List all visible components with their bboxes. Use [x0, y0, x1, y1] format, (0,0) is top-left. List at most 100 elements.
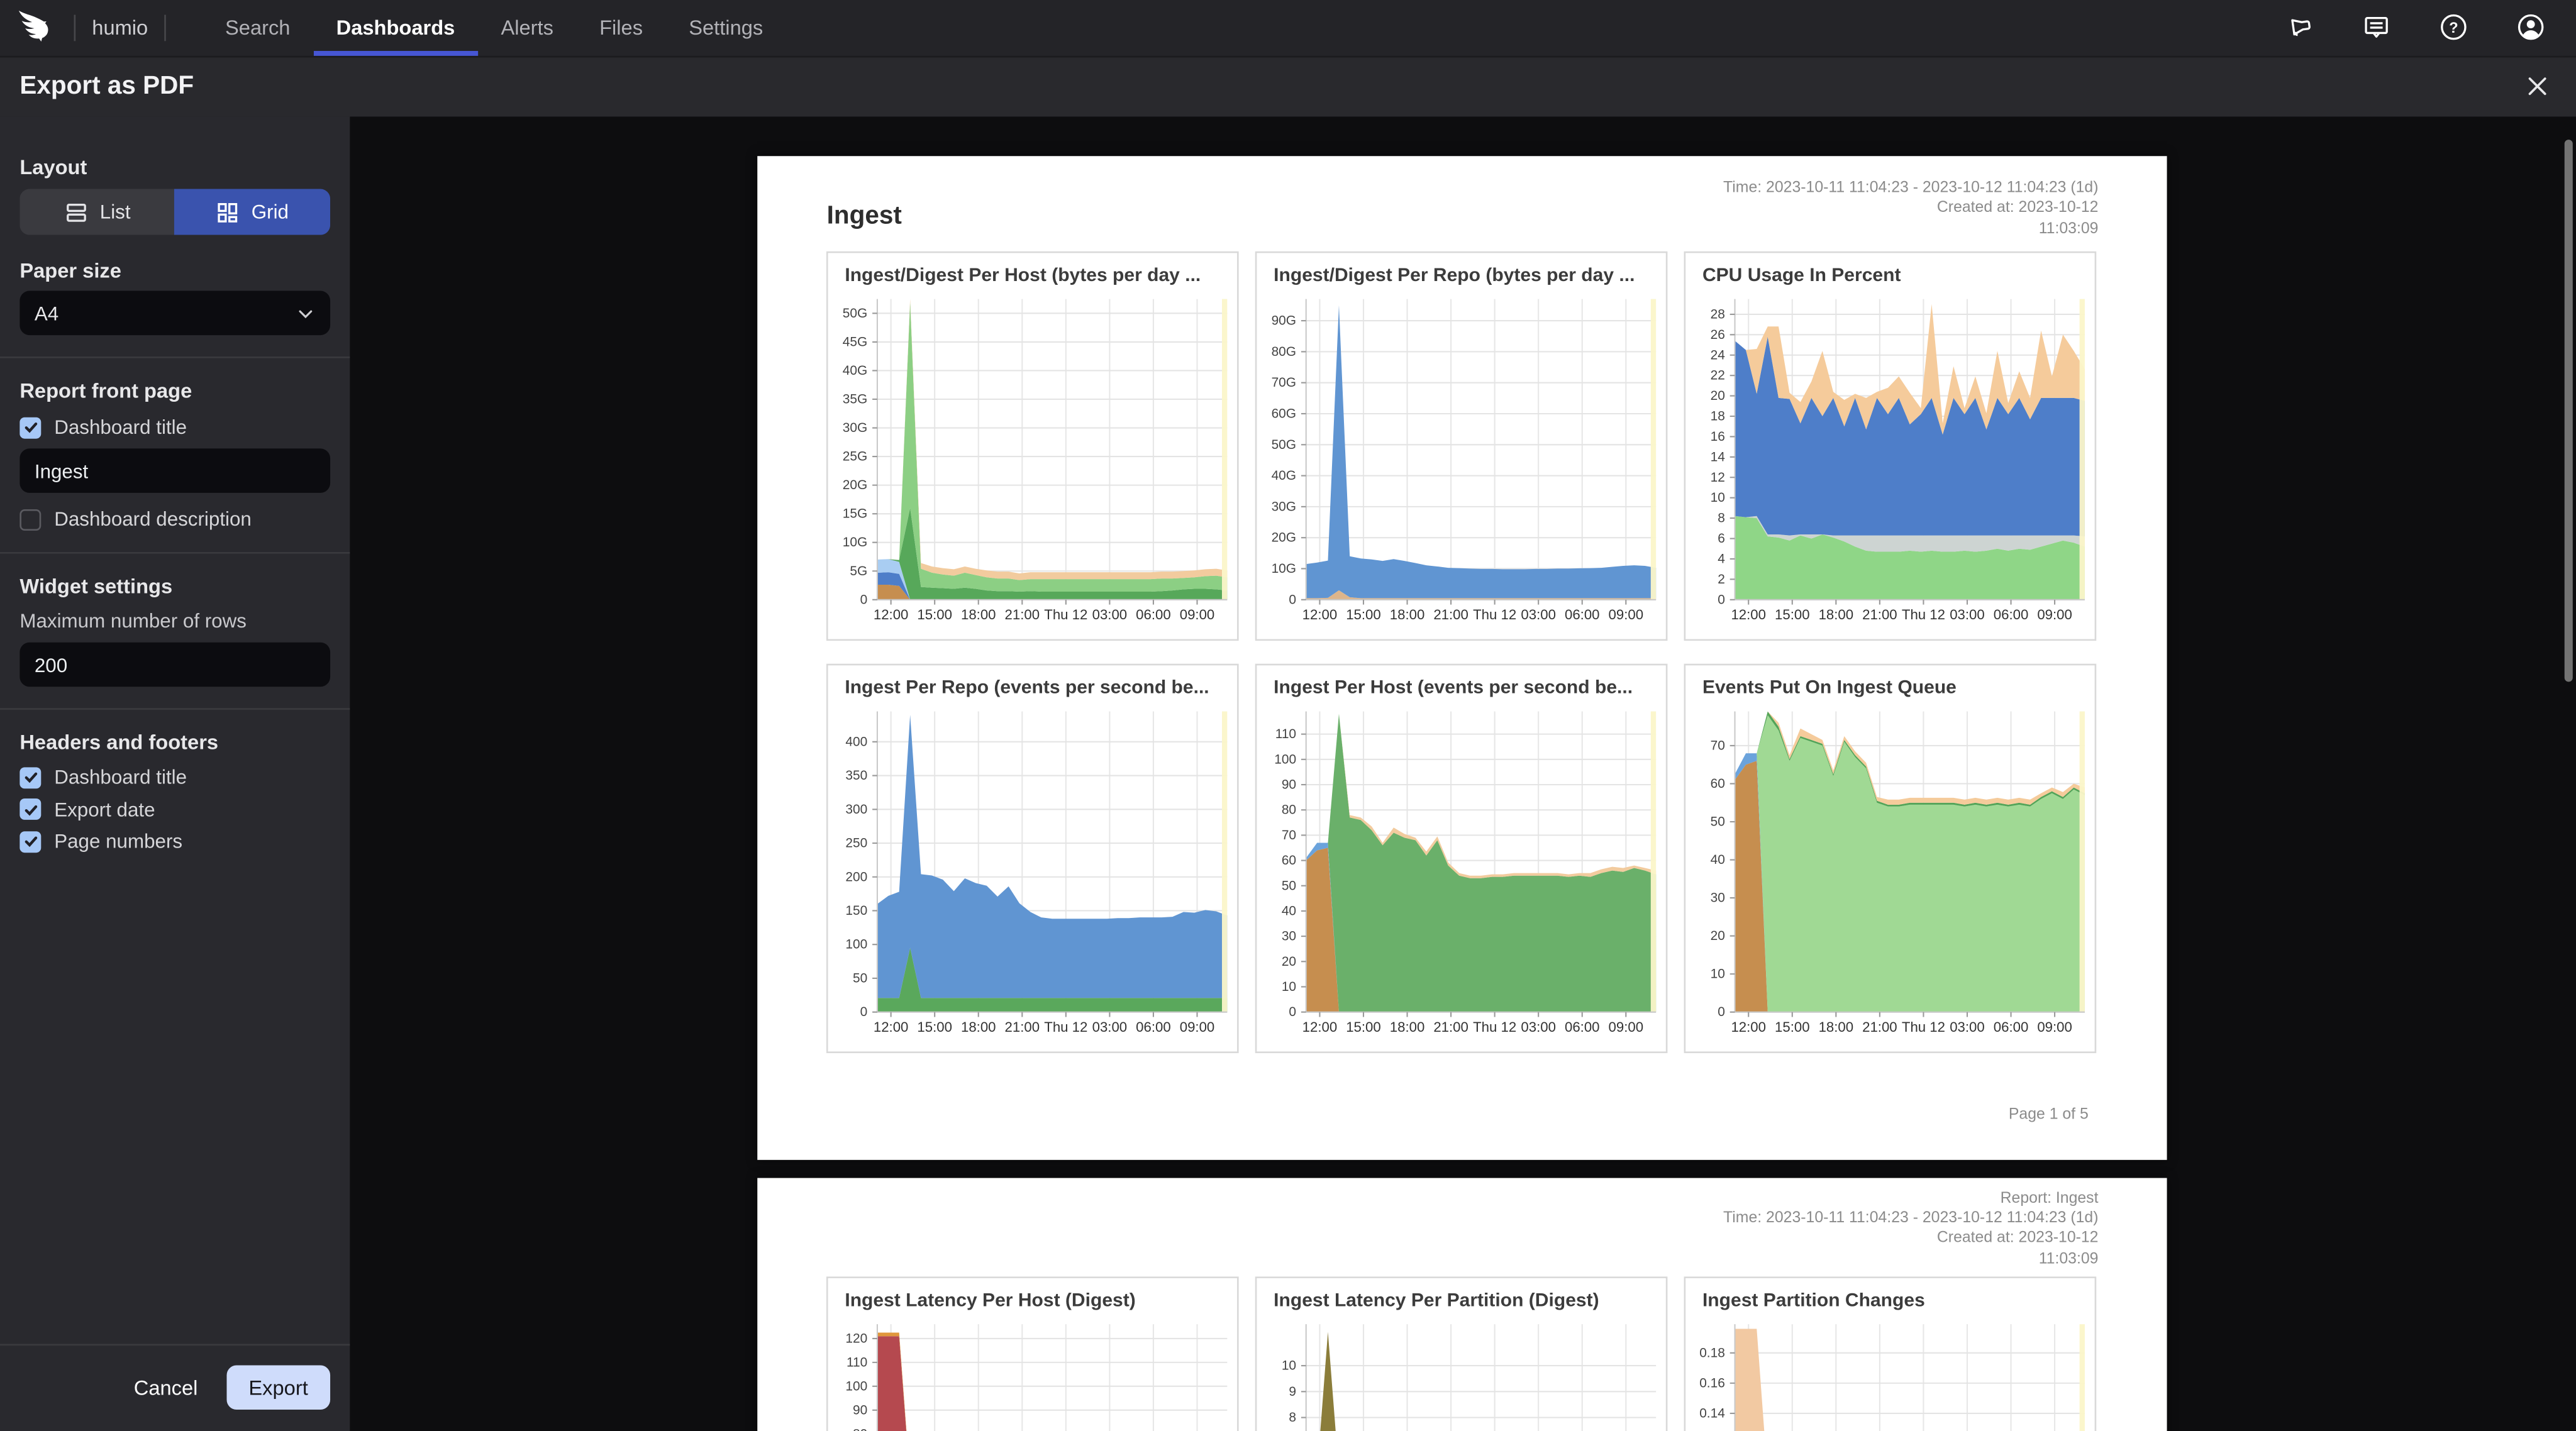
svg-text:100: 100 — [1275, 752, 1297, 766]
layout-list-label: List — [99, 200, 131, 224]
page-number: Page 1 of 5 — [2008, 1105, 2089, 1124]
svg-text:15:00: 15:00 — [1775, 607, 1811, 622]
hf-export-date-checkbox[interactable]: Export date — [19, 797, 329, 821]
cancel-button[interactable]: Cancel — [133, 1376, 198, 1400]
dashboard-title-label: Dashboard title — [54, 416, 187, 439]
sidebar-footer: Cancel Export — [0, 1344, 350, 1431]
svg-text:18: 18 — [1711, 409, 1725, 424]
chart-title: Ingest Partition Changes — [1702, 1290, 1925, 1311]
svg-text:90G: 90G — [1272, 314, 1296, 328]
dashboard-title-checkbox[interactable]: Dashboard title — [19, 416, 329, 439]
chart-card-ingest-digest-per-repo: Ingest/Digest Per Repo (bytes per day ..… — [1255, 251, 1668, 641]
account-icon[interactable] — [2515, 12, 2546, 43]
svg-text:120: 120 — [846, 1330, 868, 1345]
crowdstrike-falcon-logo[interactable] — [15, 6, 58, 49]
chart-title: Ingest Latency Per Host (Digest) — [845, 1290, 1136, 1311]
svg-text:14: 14 — [1711, 450, 1725, 464]
hf-page-numbers-checkbox[interactable]: Page numbers — [19, 830, 329, 853]
meta-time: Time: 2023-10-11 11:04:23 - 2023-10-12 1… — [1723, 179, 2099, 197]
chart-canvas: 00.020.040.060.080.100.120.140.160.1812:… — [1700, 1323, 2085, 1431]
close-icon[interactable] — [2523, 74, 2550, 100]
nav-alerts[interactable]: Alerts — [501, 16, 553, 40]
svg-text:100: 100 — [846, 1378, 868, 1393]
svg-text:40: 40 — [1711, 853, 1725, 867]
svg-text:12:00: 12:00 — [874, 607, 909, 622]
svg-text:03:00: 03:00 — [1950, 607, 1985, 622]
svg-text:0: 0 — [1718, 592, 1726, 607]
svg-text:Thu 12: Thu 12 — [1902, 607, 1946, 622]
svg-text:40: 40 — [1282, 903, 1296, 918]
chart-title: Ingest Per Repo (events per second be... — [845, 678, 1209, 699]
preview-scrollbar[interactable] — [2564, 140, 2573, 682]
svg-text:70G: 70G — [1272, 375, 1296, 390]
brand-humio[interactable]: humio — [92, 16, 148, 40]
paper-size-select[interactable]: A4 — [19, 290, 330, 336]
svg-text:50G: 50G — [1272, 438, 1296, 452]
svg-text:10: 10 — [1282, 980, 1296, 994]
svg-text:Thu 12: Thu 12 — [1474, 607, 1517, 622]
svg-text:06:00: 06:00 — [1994, 1019, 2029, 1035]
svg-text:80: 80 — [1282, 803, 1296, 817]
svg-text:300: 300 — [846, 802, 868, 817]
svg-text:4: 4 — [1718, 551, 1726, 566]
export-button[interactable]: Export — [227, 1365, 330, 1410]
dashboard-description-label: Dashboard description — [54, 507, 252, 531]
max-rows-input[interactable] — [19, 642, 330, 687]
dashboard-description-checkbox[interactable]: Dashboard description — [19, 507, 329, 531]
export-settings-sidebar: Layout List — [0, 116, 350, 1431]
falcon-icon — [18, 10, 48, 41]
feedback-icon[interactable] — [2361, 12, 2392, 43]
chart-title: Ingest Per Host (events per second be... — [1274, 678, 1633, 699]
svg-text:18:00: 18:00 — [1819, 607, 1854, 622]
nav-right-icons: ? — [2284, 12, 2546, 43]
checkbox-checked-icon — [19, 830, 42, 852]
nav-files[interactable]: Files — [599, 16, 643, 40]
nav-search[interactable]: Search — [225, 16, 291, 40]
svg-text:30: 30 — [1282, 929, 1296, 944]
layout-grid-label: Grid — [251, 200, 289, 224]
svg-text:15:00: 15:00 — [1775, 1019, 1811, 1035]
svg-text:200: 200 — [846, 870, 868, 884]
svg-text:40G: 40G — [1272, 468, 1296, 483]
chart-card-cpu-usage: CPU Usage In Percent 0 2 4 6 8 10 12 14 16 18 20 22… — [1684, 251, 2097, 641]
meta-time: Time: 2023-10-11 11:04:23 - 2023-10-12 1… — [1723, 1209, 2099, 1227]
nav-dashboards[interactable]: Dashboards — [313, 0, 479, 55]
help-icon[interactable]: ? — [2438, 12, 2470, 43]
primary-nav: Search Dashboards Alerts Files Settings — [202, 0, 786, 55]
chart-canvas: 0 10 20 30 40 50 60 70 80 90 100 110 12:00 15:00 18:00… — [1275, 711, 1657, 1035]
layout-list-button[interactable]: List — [19, 189, 175, 235]
svg-text:12: 12 — [1711, 470, 1725, 485]
svg-text:Thu 12: Thu 12 — [1902, 1019, 1946, 1035]
svg-text:03:00: 03:00 — [1950, 1019, 1985, 1035]
section-divider — [0, 551, 350, 554]
svg-text:90: 90 — [853, 1402, 868, 1417]
chart-card-ingest-latency-per-host: Ingest Latency Per Host (Digest) 0102030… — [826, 1276, 1240, 1431]
layout-grid-button[interactable]: Grid — [174, 189, 330, 235]
chart-card-ingest-digest-per-host: Ingest/Digest Per Host (bytes per day ..… — [826, 251, 1240, 641]
svg-text:09:00: 09:00 — [1180, 607, 1215, 622]
hf-dashboard-title-checkbox[interactable]: Dashboard title — [19, 766, 329, 788]
svg-text:06:00: 06:00 — [1565, 1019, 1601, 1035]
chart-canvas: 0 50 100 150 200 250 300 350 400 12:00 15:00 18:00 2… — [846, 711, 1228, 1035]
pdf-preview-pane[interactable]: Time: 2023-10-11 11:04:23 - 2023-10-12 1… — [349, 116, 2576, 1431]
svg-text:8: 8 — [1718, 511, 1726, 526]
list-icon — [64, 199, 88, 224]
nav-settings[interactable]: Settings — [689, 16, 763, 40]
announcements-icon[interactable] — [2284, 12, 2315, 43]
svg-text:09:00: 09:00 — [2038, 1019, 2073, 1035]
svg-text:0: 0 — [860, 592, 868, 607]
svg-text:5G: 5G — [850, 564, 868, 578]
svg-text:50G: 50G — [843, 306, 867, 321]
svg-text:15:00: 15:00 — [918, 1019, 953, 1035]
chart-title: Ingest/Digest Per Repo (bytes per day ..… — [1274, 266, 1635, 286]
hf-export-date-label: Export date — [54, 797, 155, 821]
svg-text:Thu 12: Thu 12 — [1045, 607, 1088, 622]
svg-text:70: 70 — [1282, 828, 1296, 843]
dashboard-title-input[interactable] — [19, 448, 330, 493]
layout-toggle: List Grid — [19, 189, 330, 235]
svg-text:03:00: 03:00 — [1092, 1019, 1128, 1035]
chart-card-ingest-partition-changes: Ingest Partition Changes 00.020.040.060.… — [1684, 1276, 2097, 1431]
page2-meta: Report: Ingest Time: 2023-10-11 11:04:23… — [1723, 1189, 2098, 1271]
